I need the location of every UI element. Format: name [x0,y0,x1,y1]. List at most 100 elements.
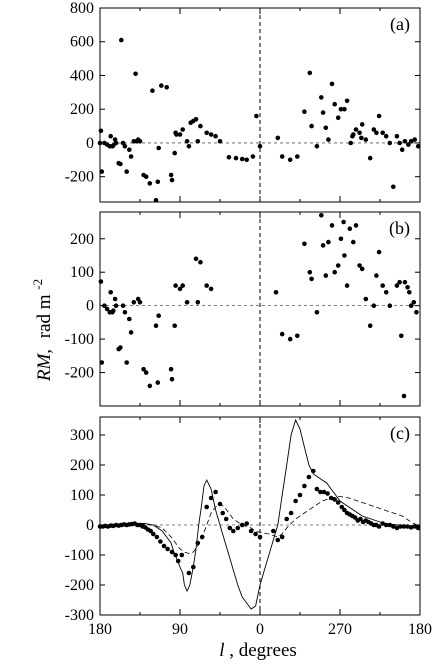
data-point [359,122,365,127]
data-point [244,521,249,526]
data-point [168,172,174,178]
x-tick-label: 0 [256,621,264,638]
data-point [348,140,354,146]
data-point [164,85,169,90]
data-point [387,140,393,146]
data-point [383,133,389,139]
data-point [99,169,105,174]
data-point [275,537,281,543]
data-point [104,306,110,312]
data-point [208,495,214,501]
data-point [131,300,137,305]
y-tick-label: -300 [65,607,94,624]
data-point [374,130,379,136]
panel-b: -200 -100 0 100 200 (b) [65,211,421,407]
data-point [307,70,313,76]
data-point [173,552,178,558]
data-point [338,106,344,112]
data-point [326,239,331,245]
data-point [401,393,407,399]
data-point [293,498,298,504]
panel-label: (b) [389,218,410,239]
data-point [342,106,347,112]
data-point [250,154,256,159]
data-point [347,226,353,231]
data-point [309,123,314,129]
data-point [141,366,146,372]
data-point [394,133,400,139]
data-point [124,169,129,174]
data-point [367,155,373,161]
data-point [344,98,350,104]
y-tick-label: 0 [86,135,94,152]
data-point [350,133,355,139]
data-point [287,157,293,163]
data-point [341,219,346,225]
data-point [153,198,159,203]
data-point [406,142,411,147]
data-point [397,140,402,146]
data-point [113,140,119,146]
data-point [398,524,403,529]
data-point [402,279,408,285]
data-point [412,524,418,529]
data-point [180,283,185,288]
data-point [374,273,379,278]
data-point [177,286,183,292]
y-tick-label: 200 [70,101,94,118]
y-tick-label: 800 [70,0,94,17]
data-point [204,283,209,288]
data-point [273,290,279,295]
data-point [329,223,335,228]
data-point [399,147,405,152]
data-point [161,543,167,549]
data-point [358,516,363,522]
y-axis-title-main: RM, [34,349,55,382]
data-point [376,249,382,255]
data-point [411,300,417,305]
y-tick-label: 200 [70,457,94,474]
data-point [351,239,356,245]
data-point [195,300,201,305]
data-point [156,313,161,319]
data-point [175,558,181,564]
y-tick-label: 100 [70,264,94,281]
data-point [172,150,177,156]
data-point [158,539,163,544]
data-point [248,528,254,534]
data-point [279,331,285,337]
data-point [408,139,414,144]
data-point [279,534,285,540]
data-point [314,486,320,492]
data-point [208,286,214,292]
panel-label: (c) [390,423,410,444]
data-point [118,345,123,350]
data-point [407,290,412,295]
data-point [371,127,377,132]
panels: -200 0 200 400 600 800 (a) -200 -100 0 100 200 (b) -3… [65,0,432,638]
data-point [297,492,303,498]
data-point [367,323,373,329]
data-point [397,279,402,285]
data-point [342,253,347,258]
data-point [165,546,170,552]
data-point [112,296,118,302]
data-point [99,360,105,365]
data-point [319,213,324,218]
data-point [155,179,161,185]
data-point [180,127,185,132]
data-point [401,524,407,529]
data-point [405,524,410,529]
data-point [332,497,338,502]
data-point [186,144,192,149]
data-point [325,491,330,496]
data-point [302,483,307,489]
data-point [335,115,341,120]
data-point [98,279,104,284]
data-point [408,525,414,530]
data-point [174,132,179,137]
data-point [405,285,410,290]
data-point [253,531,258,537]
data-point [220,510,225,516]
data-point [321,489,327,495]
